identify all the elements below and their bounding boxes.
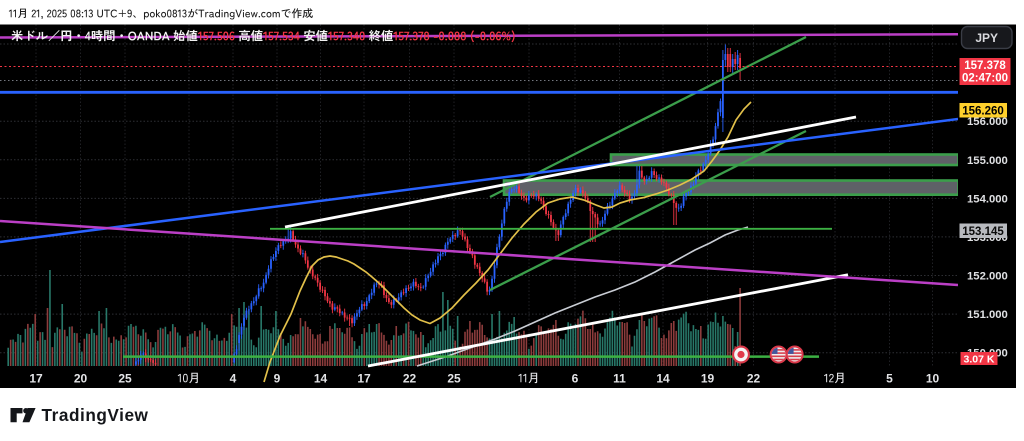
svg-text:156.000: 156.000 <box>967 116 1008 128</box>
svg-text:5: 5 <box>886 372 893 386</box>
svg-text:17: 17 <box>29 372 43 386</box>
svg-text:TradingView: TradingView <box>42 405 149 425</box>
svg-text:22: 22 <box>747 372 761 386</box>
svg-text:3.07 K: 3.07 K <box>964 354 995 366</box>
svg-text:154.000: 154.000 <box>967 193 1008 205</box>
svg-text:14: 14 <box>656 372 670 386</box>
svg-text:19: 19 <box>701 372 715 386</box>
svg-text:10: 10 <box>926 372 940 386</box>
svg-text:4: 4 <box>230 372 237 386</box>
svg-text:02:47:00: 02:47:00 <box>962 73 1008 85</box>
svg-text:14: 14 <box>314 372 328 386</box>
svg-text:153.145: 153.145 <box>962 226 1004 238</box>
svg-text:157.378: 157.378 <box>964 60 1006 72</box>
svg-text:155.000: 155.000 <box>967 155 1008 167</box>
svg-text:25: 25 <box>447 372 461 386</box>
svg-text:6: 6 <box>572 372 579 386</box>
svg-text:20: 20 <box>74 372 88 386</box>
svg-text:152.000: 152.000 <box>967 271 1008 283</box>
svg-text:11: 11 <box>613 372 626 386</box>
svg-text:9: 9 <box>274 372 281 386</box>
svg-text:156.260: 156.260 <box>962 106 1004 118</box>
svg-text:JPY: JPY <box>975 31 998 45</box>
svg-text:17: 17 <box>357 372 371 386</box>
svg-text:25: 25 <box>118 372 132 386</box>
svg-text:22: 22 <box>403 372 417 386</box>
svg-text:151.000: 151.000 <box>967 309 1008 321</box>
